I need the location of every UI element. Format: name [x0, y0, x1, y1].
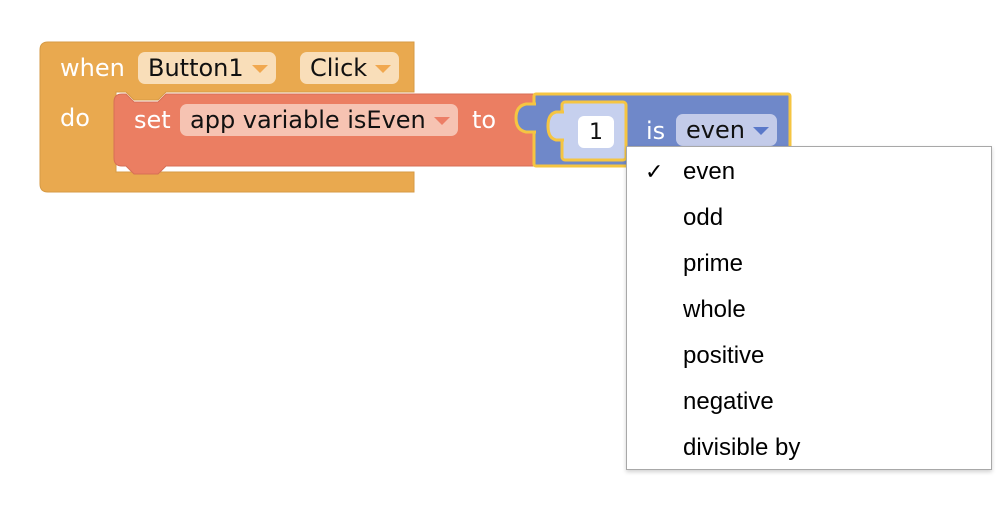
menu-item-even[interactable]: ✓ even — [627, 149, 991, 195]
menu-item-label: odd — [683, 204, 724, 231]
event-dropdown[interactable]: Click — [300, 52, 400, 84]
when-label: when — [60, 54, 125, 82]
menu-item-label: positive — [683, 342, 765, 369]
checkmark-icon: ✓ — [645, 159, 664, 185]
event-dropdown-value: Click — [310, 54, 368, 82]
chevron-down-icon — [251, 65, 268, 73]
component-dropdown-value: Button1 — [148, 54, 244, 82]
to-label: to — [472, 106, 497, 134]
set-label: set — [134, 106, 171, 134]
do-label: do — [60, 104, 90, 132]
chevron-down-icon — [752, 127, 769, 135]
chevron-down-icon — [375, 65, 392, 73]
property-dropdown-menu: ✓ even odd prime whole positive negative… — [626, 146, 992, 470]
chevron-down-icon — [433, 117, 450, 125]
is-label: is — [646, 117, 666, 145]
menu-item-odd[interactable]: odd — [627, 195, 991, 241]
property-dropdown-value: even — [686, 116, 745, 144]
property-dropdown[interactable]: even — [676, 114, 777, 146]
menu-item-positive[interactable]: positive — [627, 333, 991, 379]
menu-item-divisible-by[interactable]: divisible by — [627, 425, 991, 471]
menu-item-label: whole — [683, 296, 746, 323]
menu-item-label: even — [683, 158, 736, 185]
menu-item-label: negative — [683, 388, 774, 415]
component-dropdown[interactable]: Button1 — [138, 52, 276, 84]
variable-dropdown[interactable]: app variable isEven — [180, 104, 458, 136]
variable-dropdown-value: app variable isEven — [190, 106, 426, 134]
puzzle-tab — [514, 102, 536, 134]
menu-item-whole[interactable]: whole — [627, 287, 991, 333]
menu-item-label: divisible by — [683, 434, 801, 461]
menu-item-negative[interactable]: negative — [627, 379, 991, 425]
menu-item-prime[interactable]: prime — [627, 241, 991, 287]
menu-item-label: prime — [683, 250, 744, 277]
number-socket-tab — [546, 110, 564, 142]
number-input[interactable]: 1 — [578, 116, 614, 148]
